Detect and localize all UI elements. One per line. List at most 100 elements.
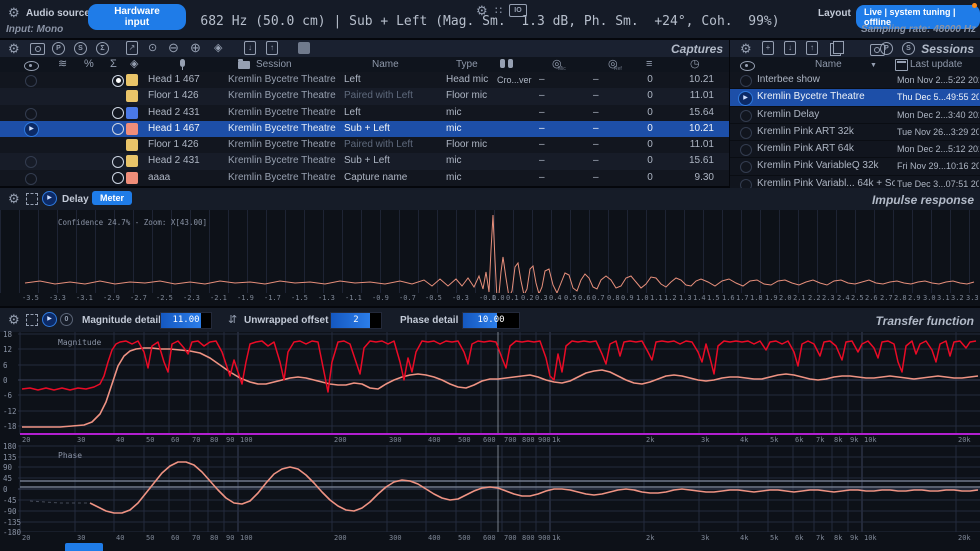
transfer-mode-icon[interactable]: ▶ bbox=[42, 312, 57, 327]
capture-mic-name: Floor 1 426 bbox=[148, 139, 199, 151]
capture-row[interactable]: Head 2 431 Kremlin Bycetre Theatre Left mic… bbox=[0, 104, 729, 121]
live-mode-button[interactable]: Live | system tuning | offline bbox=[856, 5, 980, 29]
add-capture-icon[interactable]: ⊕ bbox=[190, 40, 201, 55]
color-swatch-button[interactable] bbox=[298, 42, 310, 54]
session-visibility-toggle[interactable] bbox=[740, 161, 752, 174]
session-column-header[interactable]: Session bbox=[256, 59, 292, 70]
capture-visibility-toggle[interactable] bbox=[25, 172, 37, 185]
ref-target-icon[interactable]: ◎ bbox=[608, 58, 618, 70]
session-row[interactable]: Interbee show Mon Nov 2...5:22 2024 bbox=[730, 72, 980, 90]
export-capture-icon[interactable]: ↗ bbox=[126, 41, 138, 55]
duplicate-session-icon[interactable] bbox=[830, 41, 844, 56]
capture-s-timer-icon[interactable]: S bbox=[74, 42, 87, 55]
capture-row[interactable]: Floor 1 426 Kremlin Bycetre Theatre Paired… bbox=[0, 88, 729, 105]
capture-color-swatch[interactable] bbox=[126, 122, 138, 135]
session-visibility-toggle[interactable] bbox=[740, 126, 752, 139]
capture-color-swatch[interactable] bbox=[126, 171, 138, 184]
hardware-input-button[interactable]: Hardware input bbox=[88, 4, 186, 30]
capture-visibility-toggle[interactable] bbox=[25, 75, 37, 87]
session-p-timer-icon[interactable]: P bbox=[880, 42, 893, 55]
session-row[interactable]: Kremlin Pink ART 64k Mon Dec 2...5:12 202… bbox=[730, 141, 980, 159]
session-visibility-toggle[interactable] bbox=[740, 75, 752, 87]
type-column-header[interactable]: Type bbox=[456, 59, 478, 70]
settings-gear-icon[interactable]: ⚙ bbox=[476, 3, 488, 18]
meter-button[interactable]: Meter bbox=[92, 191, 133, 205]
active-session-icon[interactable]: ▶ bbox=[738, 90, 753, 106]
session-row[interactable]: Kremlin Pink VariableQ 32k Fri Nov 29...1… bbox=[730, 158, 980, 176]
sum-radio[interactable] bbox=[112, 123, 124, 136]
color-column-bucket-icon[interactable]: ◈ bbox=[130, 58, 139, 70]
percent-column-icon[interactable]: % bbox=[84, 58, 94, 70]
audio-source-gear-icon[interactable]: ⚙ bbox=[8, 5, 20, 20]
import-file-icon[interactable]: ↓ bbox=[244, 41, 256, 55]
capture-color-swatch[interactable] bbox=[126, 90, 138, 103]
tick-label: -1.1 bbox=[345, 294, 362, 302]
impulse-plot[interactable]: Confidence 24.7% - Zoom: X[43.00] bbox=[0, 210, 980, 293]
bottom-blue-badge[interactable] bbox=[65, 543, 103, 551]
capture-row[interactable]: Floor 1 426 Kremlin Bycetre Theatre Paired… bbox=[0, 137, 729, 154]
sessions-name-header[interactable]: Name bbox=[815, 59, 842, 70]
sessions-date-header[interactable]: Last update bbox=[910, 59, 963, 70]
mic-target-icon[interactable]: ◎ bbox=[552, 58, 562, 70]
captures-gear-icon[interactable]: ⚙ bbox=[8, 41, 20, 56]
impulse-fullscreen-icon[interactable] bbox=[26, 193, 38, 205]
layout-label[interactable]: Layout bbox=[818, 8, 851, 19]
capture-row[interactable]: Head 2 431 Kremlin Bycetre Theatre Sub + L… bbox=[0, 153, 729, 170]
sum-radio[interactable] bbox=[112, 155, 124, 168]
routing-column-icon[interactable]: ≋ bbox=[58, 58, 68, 70]
capture-sum-icon[interactable]: Σ bbox=[96, 42, 109, 55]
sum-radio-selected[interactable] bbox=[112, 74, 124, 87]
sessions-gear-icon[interactable]: ⚙ bbox=[740, 41, 752, 56]
capture-color-swatch[interactable] bbox=[126, 74, 138, 86]
export-file-icon[interactable]: ↑ bbox=[266, 41, 278, 55]
playing-capture-icon[interactable]: ▶ bbox=[24, 122, 39, 138]
magnitude-detail-input[interactable]: 11.00 bbox=[160, 312, 212, 329]
capture-row[interactable]: Head 1 467 Kremlin Bycetre Theatre Left Hea… bbox=[0, 72, 729, 89]
session-s-timer-icon[interactable]: S bbox=[902, 42, 915, 55]
capture-row[interactable]: aaaa Kremlin Bycetre Theatre Capture name m… bbox=[0, 169, 729, 187]
grid-dots-icon[interactable]: ∷ bbox=[495, 5, 502, 17]
session-visibility-toggle[interactable] bbox=[740, 144, 752, 157]
import-session-icon[interactable]: ↓ bbox=[784, 41, 796, 55]
paint-bucket-icon[interactable]: ◈ bbox=[214, 42, 223, 54]
unwrapped-offset-input[interactable]: 2 bbox=[330, 312, 382, 329]
capture-color-swatch[interactable] bbox=[126, 106, 138, 119]
session-row[interactable]: Kremlin Delay Mon Dec 2...3:40 2024 bbox=[730, 106, 980, 124]
capture-row[interactable]: ▶ Head 1 467 Kremlin Bycetre Theatre Sub + … bbox=[0, 120, 729, 138]
capture-camera-icon[interactable] bbox=[30, 43, 45, 55]
magnitude-plot[interactable]: 18 12 6 0 -6 -12 -18 Magnitude bbox=[0, 330, 980, 434]
mic-column-icon[interactable] bbox=[180, 59, 185, 70]
transfer-fullscreen-icon[interactable] bbox=[26, 314, 38, 326]
capture-visibility-toggle[interactable] bbox=[25, 156, 37, 169]
transfer-gear-icon[interactable]: ⚙ bbox=[8, 312, 20, 327]
capture-p-timer-icon[interactable]: P bbox=[52, 42, 65, 55]
tick-label: 1.9 bbox=[765, 294, 778, 302]
capture-visibility-toggle[interactable] bbox=[25, 107, 37, 120]
impulse-mode-icon[interactable]: ▶ bbox=[42, 191, 57, 206]
gain-sliders-icon[interactable]: ≡ bbox=[646, 58, 653, 70]
impulse-gear-icon[interactable]: ⚙ bbox=[8, 191, 20, 206]
export-session-icon[interactable]: ↑ bbox=[806, 41, 818, 55]
sum-radio[interactable] bbox=[112, 107, 124, 120]
remove-capture-icon[interactable]: ⊖ bbox=[168, 40, 179, 55]
new-session-icon[interactable]: + bbox=[762, 41, 774, 55]
transfer-zero-icon[interactable]: 0 bbox=[60, 313, 73, 326]
session-visibility-toggle[interactable] bbox=[740, 109, 752, 122]
session-row[interactable]: Kremlin Pink ART 32k Tue Nov 26...3:29 20… bbox=[730, 123, 980, 142]
capture-color-swatch[interactable] bbox=[126, 155, 138, 168]
io-icon[interactable]: IO bbox=[509, 4, 527, 17]
capture-color-swatch[interactable] bbox=[126, 139, 138, 152]
visibility-column-eye-icon[interactable] bbox=[24, 61, 39, 71]
time-clock-icon[interactable]: ◷ bbox=[690, 58, 700, 70]
phase-detail-input[interactable]: 10.00 bbox=[462, 312, 520, 329]
filter-funnel-icon[interactable]: ▼ bbox=[870, 62, 877, 69]
sum-radio[interactable] bbox=[112, 172, 124, 185]
sum-column-icon[interactable]: Σ bbox=[110, 58, 117, 70]
zoom-icon[interactable]: ⊙ bbox=[148, 42, 158, 54]
session-row[interactable]: ▶ Kremlin Bycetre Theatre Thu Dec 5...49:5… bbox=[730, 89, 980, 107]
sessions-eye-icon[interactable] bbox=[740, 61, 755, 71]
name-column-header[interactable]: Name bbox=[372, 59, 399, 70]
mic-pair-column-icon[interactable] bbox=[500, 59, 505, 68]
unwrap-icon[interactable]: ⇵ bbox=[228, 314, 238, 326]
phase-plot[interactable]: 180 135 90 45 0 -45 -90 -135 -180 Phase bbox=[0, 442, 980, 537]
